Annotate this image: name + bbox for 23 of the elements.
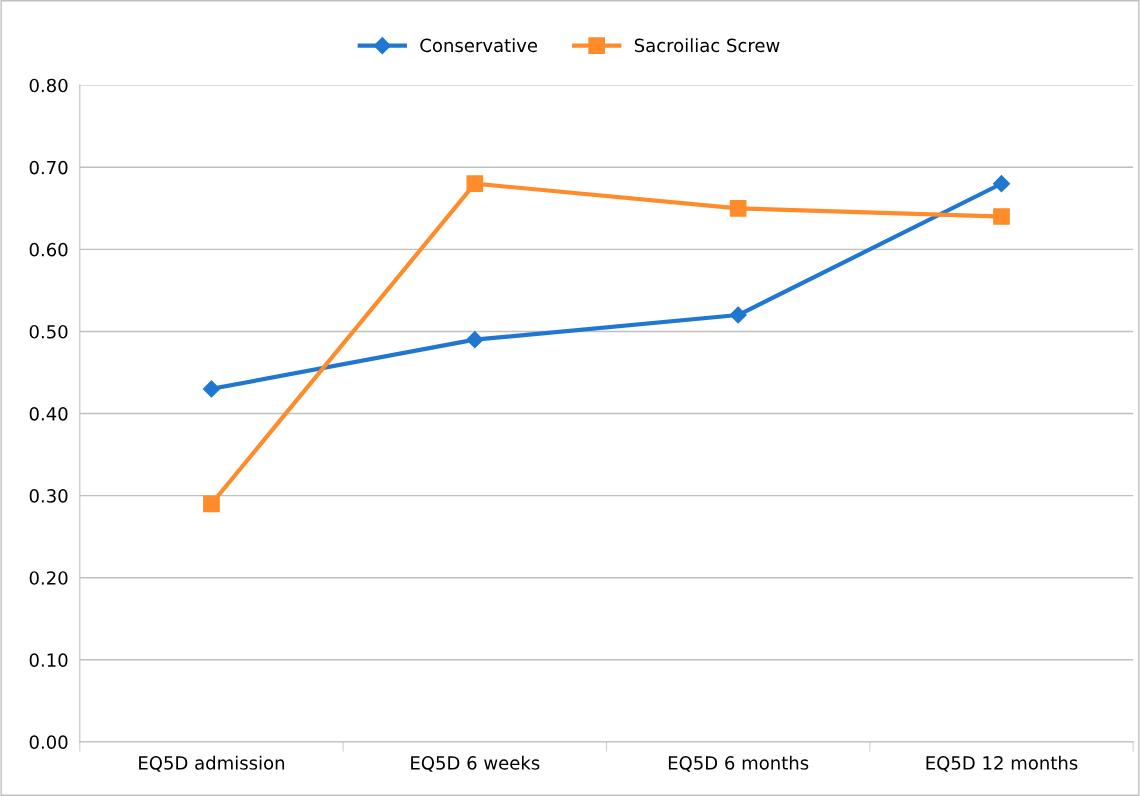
point: [993, 208, 1010, 225]
point: [992, 175, 1011, 193]
x-tick-label: EQ5D 6 months: [668, 755, 809, 772]
y-tick-label: 0.50: [29, 324, 68, 339]
point: [729, 306, 747, 324]
y-tick-label: 0.40: [29, 406, 68, 421]
x-tick-label: EQ5D 12 months: [926, 755, 1078, 772]
y-tick-label: 0.10: [29, 653, 68, 667]
point: [203, 495, 220, 513]
y-tick-label: 0.80: [29, 78, 68, 93]
y-tick-label: 0.30: [29, 489, 68, 503]
x-tick-label: EQ5D admission: [139, 755, 285, 772]
point: [466, 331, 484, 349]
legend-label: Conservative: [420, 38, 538, 53]
point: [466, 175, 484, 193]
y-tick-label: 0.70: [29, 160, 68, 175]
point: [729, 199, 747, 217]
x-tick-label: EQ5D 6 weeks: [411, 755, 540, 772]
y-tick-label: 0.60: [29, 242, 68, 257]
y-tick-label: 0.00: [29, 735, 68, 749]
point: [202, 380, 221, 398]
legend-label: Sacroiliac Screw: [634, 38, 780, 53]
y-tick-label: 0.20: [29, 571, 68, 585]
